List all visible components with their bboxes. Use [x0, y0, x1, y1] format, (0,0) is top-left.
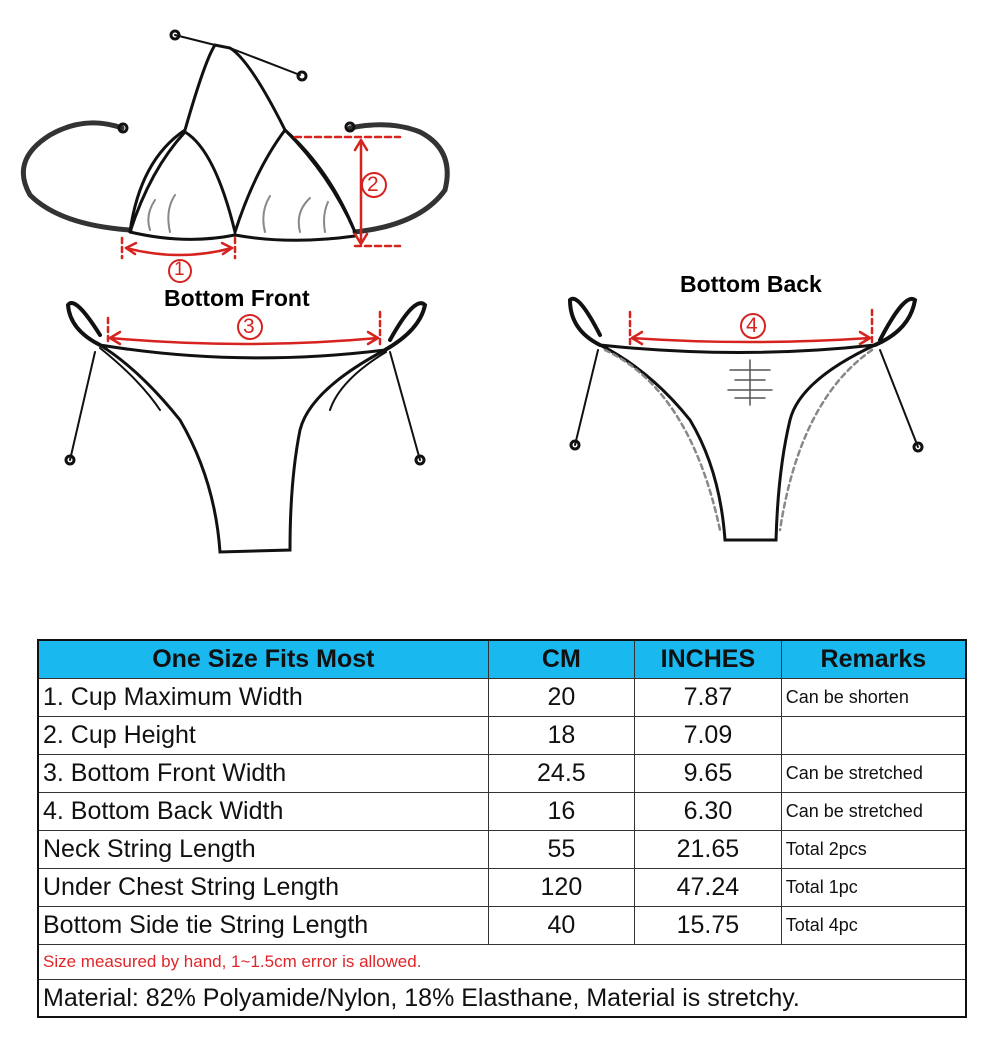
- cm-value: 20: [487, 678, 636, 717]
- inches-value: 21.65: [634, 830, 782, 869]
- garment-diagram: [20, 29, 924, 554]
- cm-value: 18: [487, 716, 636, 755]
- table-row: Under Chest String Length 120 47.24 Total 1…: [37, 868, 967, 907]
- table-row: 4. Bottom Back Width 16 6.30 Can be stretch…: [37, 792, 967, 831]
- remark: Can be stretched: [780, 754, 967, 793]
- inches-value: 9.65: [634, 754, 782, 793]
- table-row: 3. Bottom Front Width 24.5 9.65 Can be stre…: [37, 754, 967, 793]
- header-inches: INCHES: [634, 639, 782, 679]
- inches-value: 6.30: [634, 792, 782, 831]
- size-table: One Size Fits Most CM INCHES Remarks 1. …: [37, 639, 967, 1018]
- bikini-top-illustration: [20, 29, 450, 242]
- header-size: One Size Fits Most: [37, 639, 489, 679]
- remark: Total 4pc: [780, 906, 967, 945]
- remark: Total 2pcs: [780, 830, 967, 869]
- inches-value: 15.75: [634, 906, 782, 945]
- cm-value: 16: [487, 792, 636, 831]
- cm-value: 40: [487, 906, 636, 945]
- measurement-name: 3. Bottom Front Width: [37, 754, 489, 793]
- marker-2: 2: [367, 173, 379, 196]
- material-text: Material: 82% Polyamide/Nylon, 18% Elast…: [37, 979, 967, 1018]
- measurement-name: Under Chest String Length: [37, 868, 489, 907]
- measurement-note: Size measured by hand, 1~1.5cm error is …: [37, 944, 967, 980]
- cm-value: 120: [487, 868, 636, 907]
- remark: Can be stretched: [780, 792, 967, 831]
- measure-1-cup-width: [120, 236, 237, 283]
- cm-value: 55: [487, 830, 636, 869]
- header-cm: CM: [487, 639, 636, 679]
- measure-3-bottom-front-width: [106, 310, 382, 347]
- measure-2-cup-height: [293, 135, 402, 248]
- bottom-back-illustration: [567, 296, 924, 542]
- marker-3: 3: [243, 315, 255, 338]
- note-row: Size measured by hand, 1~1.5cm error is …: [37, 944, 967, 980]
- bottom-front-label: Bottom Front: [164, 285, 310, 311]
- remark: Can be shorten: [780, 678, 967, 717]
- material-row: Material: 82% Polyamide/Nylon, 18% Elast…: [37, 979, 967, 1018]
- marker-4: 4: [746, 314, 758, 337]
- measurement-name: Neck String Length: [37, 830, 489, 869]
- table-header: One Size Fits Most CM INCHES Remarks: [37, 639, 967, 679]
- table-row: Neck String Length 55 21.65 Total 2pcs: [37, 830, 967, 869]
- measure-4-bottom-back-width: [628, 308, 874, 347]
- marker-1: 1: [174, 259, 185, 280]
- measurement-name: 4. Bottom Back Width: [37, 792, 489, 831]
- header-remarks: Remarks: [780, 639, 967, 679]
- table-row: 2. Cup Height 18 7.09: [37, 716, 967, 755]
- inches-value: 47.24: [634, 868, 782, 907]
- remark: [780, 716, 967, 755]
- table-row: 1. Cup Maximum Width 20 7.87 Can be shorten: [37, 678, 967, 717]
- cm-value: 24.5: [487, 754, 636, 793]
- inches-value: 7.09: [634, 716, 782, 755]
- bottom-front-illustration: [64, 301, 428, 554]
- inches-value: 7.87: [634, 678, 782, 717]
- measurement-name: 2. Cup Height: [37, 716, 489, 755]
- table-row: Bottom Side tie String Length 40 15.75 Tota…: [37, 906, 967, 945]
- remark: Total 1pc: [780, 868, 967, 907]
- measurement-name: Bottom Side tie String Length: [37, 906, 489, 945]
- bottom-back-label: Bottom Back: [680, 271, 822, 297]
- measurement-name: 1. Cup Maximum Width: [37, 678, 489, 717]
